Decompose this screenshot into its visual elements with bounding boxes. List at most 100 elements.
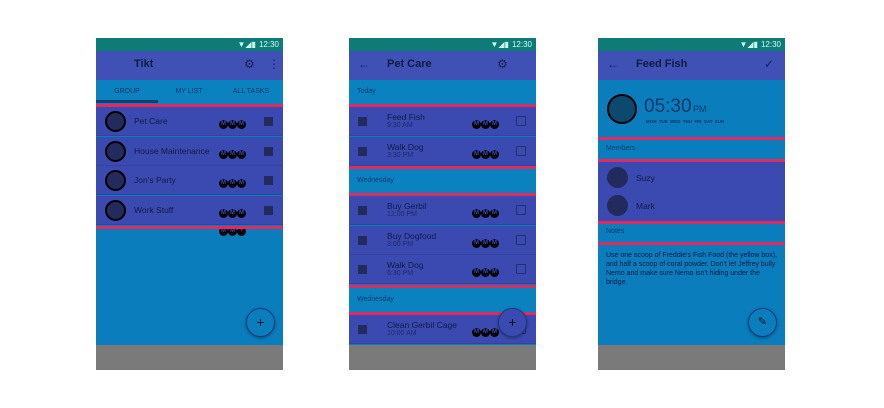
add-button[interactable]: +	[246, 308, 275, 337]
task-icon	[358, 265, 367, 274]
page-title: Feed Fish	[636, 58, 688, 70]
app-title: Tikt	[134, 58, 154, 70]
back-arrow-icon[interactable]: ←	[607, 57, 619, 71]
tab-indicator	[96, 100, 158, 103]
notes-text: Use one scoop of Freddie's Fish Food (th…	[606, 252, 777, 286]
task-name: Clean Gerbil Cage	[387, 319, 457, 330]
task-name: Feed Fish	[387, 112, 425, 122]
member-avatar: +	[237, 226, 246, 236]
member-avatar: M	[228, 120, 237, 129]
group-row[interactable]: House MaintenanceMMMMM+	[96, 136, 283, 177]
add-task-button[interactable]: +	[498, 308, 527, 337]
checkbox[interactable]	[264, 205, 273, 215]
member-avatar: M	[237, 208, 246, 218]
member-avatar: M	[472, 120, 481, 129]
back-arrow-icon[interactable]: ←	[358, 57, 370, 71]
checkbox[interactable]	[516, 234, 526, 245]
task-time: 3:30 PM	[387, 151, 414, 159]
section-label: Wednesday	[357, 295, 394, 303]
task-icon	[358, 117, 367, 126]
task-icon	[358, 206, 367, 215]
checkbox[interactable]	[264, 146, 273, 156]
tab-group[interactable]: GROUP	[114, 88, 140, 95]
section-header	[349, 287, 536, 312]
member-avatar: M	[472, 209, 481, 218]
edit-pencil-icon[interactable]: ✎	[748, 308, 777, 337]
gear-icon[interactable]: ⚙	[244, 57, 255, 71]
divider	[598, 159, 785, 162]
member-avatar: M	[228, 149, 237, 159]
status-time: 12:30	[258, 40, 279, 49]
group-name: House Maintenance	[134, 145, 210, 156]
member-avatar: M	[237, 179, 246, 188]
group-row[interactable]: Work Stuff M M M M M +	[96, 195, 283, 236]
group-row[interactable]: Pet CareMMMMM+	[96, 107, 283, 147]
divider	[349, 311, 536, 315]
member-avatar: M	[219, 179, 228, 188]
day-thu[interactable]: THU	[682, 119, 693, 124]
day-sun[interactable]: SUN	[714, 119, 725, 124]
signal-battery-icon: ▼◢▮	[739, 40, 758, 49]
section-label: Wednesday	[357, 177, 394, 184]
group-name: Pet Care	[134, 116, 168, 126]
day-mon[interactable]: MON	[646, 119, 657, 124]
task-time[interactable]: 05:30	[644, 96, 692, 117]
task-name: Walk Dog	[387, 260, 424, 270]
member-name[interactable]: Suzy	[636, 173, 655, 183]
task-ampm: PM	[693, 104, 707, 114]
checkbox[interactable]	[516, 116, 526, 126]
group-row[interactable]: Jon's PartyMMMMM+	[96, 166, 283, 206]
tab-my-list[interactable]: MY LIST	[175, 88, 203, 95]
member-avatar: M	[219, 226, 228, 236]
app-bar: Tikt ⚙ ⋮	[96, 51, 283, 80]
checkbox[interactable]	[264, 176, 273, 185]
member-avatar: M	[228, 208, 237, 218]
member-avatar: M	[472, 238, 481, 248]
avatar	[607, 167, 628, 188]
task-icon	[358, 324, 367, 334]
member-name[interactable]: Mark	[636, 201, 655, 211]
member-avatar: M	[472, 149, 481, 159]
member-avatar: M	[219, 149, 228, 159]
checkbox[interactable]	[264, 117, 273, 126]
group-name: Jon's Party	[134, 175, 176, 185]
day-tue[interactable]: TUE	[658, 119, 668, 124]
day-fri[interactable]: FRI	[694, 119, 702, 124]
divider	[598, 137, 785, 140]
member-avatar: M	[490, 327, 499, 337]
divider	[598, 242, 785, 245]
group-icon	[105, 170, 126, 191]
more-vert-icon[interactable]: ⋮	[268, 57, 280, 71]
checkbox[interactable]	[516, 264, 526, 274]
member-avatar: M	[472, 327, 481, 337]
task-icon	[358, 235, 367, 245]
task-time: 6:30 PM	[387, 270, 414, 277]
member-avatar: M	[481, 209, 490, 218]
member-avatar: M	[228, 226, 237, 236]
checkbox[interactable]	[516, 145, 526, 156]
day-wed[interactable]: WED	[670, 119, 681, 124]
weekday-selector: MON TUE WED THU FRI SAT SUN	[646, 119, 724, 124]
member-avatar: M	[481, 327, 490, 337]
task-name: Walk Dog	[387, 141, 424, 152]
day-sat[interactable]: SAT	[703, 119, 713, 124]
status-time: 12:30	[760, 40, 781, 49]
signal-battery-icon: ▼◢▮	[237, 40, 256, 49]
member-avatar: M	[490, 238, 499, 248]
avatar	[607, 195, 628, 216]
member-avatar: M	[219, 120, 228, 129]
task-time: 9:30 AM	[387, 122, 413, 129]
nav-bar	[598, 345, 785, 370]
task-name: Buy Gerbil	[387, 201, 427, 211]
tab-all-tasks[interactable]: ALL TASKS	[232, 88, 270, 95]
checkbox[interactable]	[516, 205, 526, 215]
check-icon[interactable]: ✓	[764, 57, 775, 71]
gear-icon[interactable]: ⚙	[497, 57, 508, 71]
screen-task-detail: ▼◢▮ 12:30 ← Feed Fish ✓ 05:30 PM MON TUE …	[598, 38, 785, 370]
